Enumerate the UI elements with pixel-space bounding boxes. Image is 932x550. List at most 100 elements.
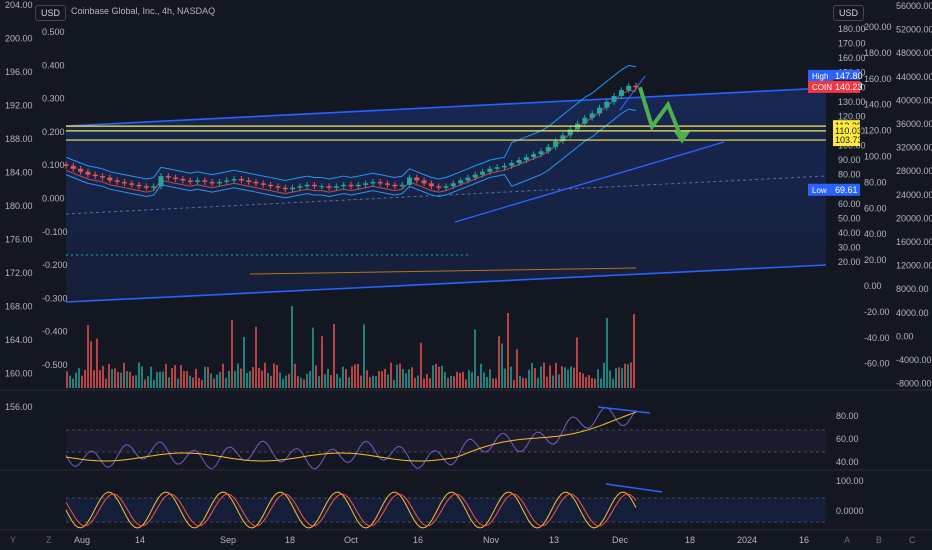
right-axis-label: 8000.00 [896,284,929,294]
rsi-ma-line [65,411,637,462]
volume-bar [555,362,557,388]
volume-bar [117,371,119,388]
right-axis-label: 36000.00 [896,119,932,129]
volume-bar [120,372,122,388]
stochastic-pane [65,483,826,529]
volume-bar [129,371,131,388]
candle-body [633,85,639,88]
volume-bar [171,368,173,388]
left-axis-label: 180.00 [5,201,33,211]
currency-right-button[interactable]: USD [833,5,865,21]
left-axis-label: 168.00 [5,302,33,312]
right-axis-label: 40.00 [864,229,887,239]
right-axis-label: 52000.00 [896,25,932,35]
volume-bar [273,363,275,388]
volume-bar [573,367,575,388]
right-axis-label: 48000.00 [896,48,932,58]
candle-body [78,168,84,172]
time-tick-label: 18 [285,535,295,545]
left-axis-label: 184.00 [5,168,33,178]
price-label-tag [808,69,833,82]
left-axis-label: -0.200 [42,260,68,270]
volume-bar [609,370,611,388]
time-tick-label: Dec [612,535,629,545]
volume-bar [492,378,494,388]
candle-body [136,184,142,187]
left-axis-label: -0.100 [42,227,68,237]
candle-body [596,107,602,114]
volume-bar [228,371,230,388]
volume-bar [165,363,167,388]
candle-body [246,180,252,182]
candle-body [377,181,383,184]
right-axis-label: 100.00 [864,152,892,162]
volume-bar [195,368,197,388]
candle-body [450,183,456,187]
currency-left-button[interactable]: USD [35,5,67,21]
left-icon-y[interactable]: Y [10,535,17,545]
right-icon-c[interactable]: C [909,535,916,545]
volume-bar [312,327,314,388]
price-tick-label: 20.00 [838,257,861,267]
volume-bar [558,374,560,388]
volume-bar [267,372,269,388]
volume-bar [453,376,455,388]
candle-body [465,177,471,181]
volume-bar [291,306,293,388]
price-label-value: 110.03 [835,126,862,136]
candle-body [297,186,303,188]
volume-bar [144,379,146,388]
price-tick-label: 90.00 [838,155,861,165]
right-axis-label: 0.00 [864,281,882,291]
right-axis-label: 56000.00 [896,1,932,11]
candle-body [333,186,339,188]
candle-body [92,174,98,177]
volume-bar [87,325,89,388]
volume-bar [219,372,221,388]
volume-bar [408,369,410,388]
volume-bar [435,363,437,388]
volume-bar [588,375,590,388]
volume-bar [126,371,128,388]
price-tick-label: 120.00 [838,111,866,121]
volume-bar [270,375,272,388]
volume-bar [78,368,80,388]
right-axis-label: 28000.00 [896,166,932,176]
time-scale-bar: Y Z A B C [0,531,932,550]
volume-bar [441,365,443,388]
rsi-axis-label: 60.00 [836,434,859,444]
right-icon-a[interactable]: A [844,535,851,545]
right-axis-label: 140.00 [864,100,892,110]
volume-bar [447,378,449,388]
volume-bar [450,375,452,388]
volume-bar [360,375,362,388]
candle-body [290,187,296,190]
right-axis-label: 24000.00 [896,190,932,200]
candle-body [443,186,449,188]
volume-bar [405,373,407,388]
left-icon-z[interactable]: Z [46,535,52,545]
volume-bar [162,371,164,388]
volume-bar [414,377,416,388]
volume-bar [210,373,212,388]
right-icon-b[interactable]: B [876,535,883,545]
trend-line [454,141,725,223]
candle-body [385,183,391,185]
volume-bar [615,368,617,388]
volume-bar [225,377,227,388]
candle-body [436,186,442,188]
volume-bar [333,323,335,388]
volume-bar [501,343,503,388]
right-axis-label: 32000.00 [896,143,932,153]
volume-bar [318,376,320,388]
volume-bar [528,369,530,388]
volume-bar [99,370,101,388]
volume-bar [603,362,605,388]
volume-bar [438,366,440,388]
candle-body [553,141,559,147]
left-axis-label: -0.500 [42,360,68,370]
candle-body [107,177,113,181]
volume-bar [612,378,614,388]
price-candles [63,82,639,193]
